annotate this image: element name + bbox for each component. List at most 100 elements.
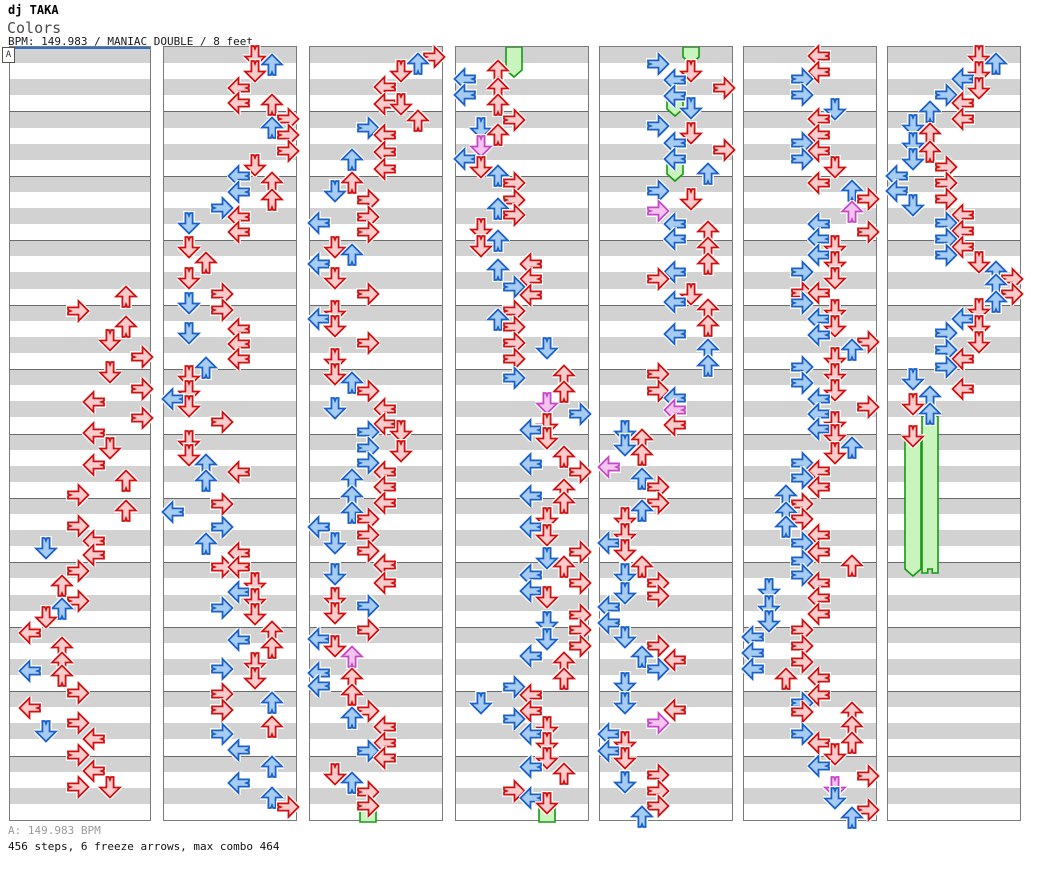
note-arrow-right bbox=[276, 139, 300, 163]
beat-stripe bbox=[456, 79, 588, 96]
note-arrow-right bbox=[356, 594, 380, 618]
note-arrow-left bbox=[160, 387, 185, 411]
note-arrow-up bbox=[339, 243, 364, 267]
measure-line bbox=[888, 626, 1020, 628]
note-arrow-left bbox=[226, 580, 251, 604]
note-arrow-right bbox=[790, 650, 814, 674]
beat-stripe bbox=[600, 79, 732, 96]
measure-line bbox=[600, 562, 732, 564]
note-arrow-down bbox=[823, 441, 847, 465]
note-arrow-left bbox=[82, 727, 106, 751]
beat-stripe bbox=[456, 465, 588, 482]
beat-stripe bbox=[10, 465, 150, 482]
note-arrow-left bbox=[950, 67, 975, 91]
beat-stripe bbox=[10, 240, 150, 257]
note-arrow-down bbox=[323, 634, 347, 658]
note-arrow-down bbox=[613, 770, 637, 794]
note-arrow-left bbox=[226, 771, 251, 795]
note-arrow-up bbox=[193, 356, 218, 380]
note-arrow-left bbox=[306, 307, 331, 331]
note-arrow-down bbox=[469, 155, 493, 179]
note-arrow-right bbox=[210, 515, 234, 539]
artist-name: dj TAKA bbox=[8, 3, 59, 17]
note-arrow-down bbox=[535, 791, 559, 815]
note-arrow-down bbox=[613, 691, 637, 715]
measure-line bbox=[888, 755, 1020, 757]
note-arrow-left bbox=[806, 243, 831, 267]
note-arrow-down bbox=[679, 96, 703, 120]
beat-stripe bbox=[600, 111, 732, 128]
note-arrow-down bbox=[535, 585, 559, 609]
note-arrow-right bbox=[210, 555, 234, 579]
note-arrow-right bbox=[568, 460, 592, 484]
note-arrow-down bbox=[177, 266, 201, 290]
beat-stripe bbox=[888, 658, 1020, 676]
note-arrow-left bbox=[806, 602, 831, 626]
note-arrow-right bbox=[790, 563, 814, 587]
note-arrow-up bbox=[773, 515, 798, 539]
note-arrow-left bbox=[372, 746, 397, 770]
measure-line bbox=[744, 111, 876, 113]
note-arrow-up bbox=[339, 683, 364, 707]
note-arrow-down bbox=[967, 330, 991, 354]
note-arrow-up bbox=[551, 491, 576, 515]
note-arrow-left bbox=[160, 500, 185, 524]
note-arrow-down bbox=[323, 362, 347, 386]
note-arrow-left bbox=[518, 755, 543, 779]
note-arrow-left bbox=[518, 515, 543, 539]
note-arrow-up bbox=[339, 148, 364, 172]
note-arrow-up bbox=[114, 469, 138, 493]
beat-stripe bbox=[10, 143, 150, 160]
note-arrow-down bbox=[469, 234, 493, 258]
bpm-difficulty-info: BPM: 149.983 / MANIAC DOUBLE / 8 feet bbox=[8, 35, 254, 48]
measure-column-5 bbox=[596, 46, 736, 829]
note-arrow-right bbox=[502, 707, 526, 731]
beat-stripe bbox=[10, 272, 150, 289]
note-arrow-down bbox=[323, 762, 347, 786]
note-arrow-right bbox=[356, 618, 380, 642]
measure-line bbox=[888, 562, 1020, 564]
note-arrow-right bbox=[568, 540, 592, 564]
note-arrow-right bbox=[934, 243, 958, 267]
note-arrow-down bbox=[901, 147, 925, 171]
note-arrow-down bbox=[613, 562, 637, 586]
note-arrow-left bbox=[18, 659, 42, 683]
note-arrow-right bbox=[356, 699, 380, 723]
note-arrow-up bbox=[629, 645, 654, 669]
note-arrow-left bbox=[806, 171, 831, 195]
note-arrow-up bbox=[259, 755, 284, 779]
note-arrow-up bbox=[259, 53, 284, 77]
measure-line bbox=[744, 433, 876, 435]
measure-line bbox=[310, 111, 442, 113]
note-arrow-right bbox=[712, 138, 736, 162]
note-arrow-right bbox=[790, 507, 814, 531]
note-arrow-left bbox=[82, 390, 106, 414]
note-arrow-down bbox=[98, 436, 122, 460]
note-arrow-left bbox=[372, 412, 397, 436]
note-arrow-up bbox=[259, 636, 284, 660]
note-arrow-up bbox=[629, 805, 654, 829]
note-arrow-up bbox=[485, 258, 510, 282]
freeze-arrow-body bbox=[904, 439, 922, 578]
note-arrow-left bbox=[226, 555, 251, 579]
note-arrow-left bbox=[82, 453, 106, 477]
beat-stripe bbox=[10, 175, 150, 192]
note-arrow-right bbox=[934, 355, 958, 379]
note-arrow-right bbox=[356, 451, 380, 475]
note-arrow-up bbox=[339, 771, 364, 795]
note-arrow-left bbox=[306, 515, 331, 539]
note-arrow-left bbox=[82, 543, 106, 567]
note-arrow-down bbox=[177, 443, 201, 467]
note-arrow-up bbox=[485, 164, 510, 188]
bpm-marker-label: A bbox=[2, 47, 15, 63]
measure-column-4 bbox=[452, 46, 592, 823]
note-arrow-up bbox=[114, 315, 138, 339]
measure-line bbox=[310, 691, 442, 693]
note-arrow-left bbox=[662, 648, 687, 672]
beat-stripe bbox=[888, 691, 1020, 708]
note-arrow-up bbox=[193, 532, 218, 556]
note-arrow-up bbox=[839, 436, 864, 460]
note-arrow-left bbox=[518, 699, 543, 723]
note-arrow-up bbox=[983, 52, 1008, 76]
note-arrow-down bbox=[177, 394, 201, 418]
